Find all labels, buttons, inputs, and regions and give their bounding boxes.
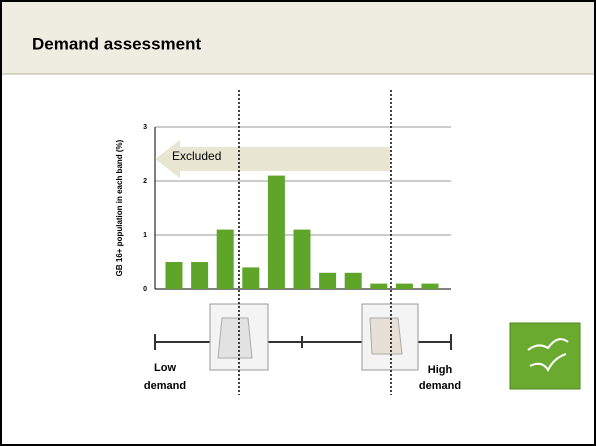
icon-glyph: [527, 338, 569, 373]
excluded-label: Excluded: [172, 149, 221, 163]
bar: [191, 262, 209, 289]
icon-box: [509, 322, 581, 390]
header-band: [2, 2, 594, 74]
bar: [242, 267, 260, 289]
high-demand-label: demand: [419, 380, 461, 392]
kettle-shape: [369, 317, 403, 355]
bar: [267, 175, 285, 289]
bar: [319, 272, 337, 289]
kettle-shape: [217, 317, 253, 359]
low-demand-label: demand: [144, 380, 186, 392]
bar: [395, 283, 413, 289]
bar: [421, 283, 439, 289]
bar: [216, 229, 234, 289]
y-axis-label: GB 16+ population in each band (%): [115, 139, 124, 276]
excluded-arrow: [155, 140, 390, 178]
y-tick-label: 2: [143, 178, 147, 185]
y-tick-label: 1: [143, 232, 147, 239]
bar: [344, 272, 362, 289]
y-tick-label: 3: [143, 124, 147, 131]
bar: [165, 262, 183, 289]
slide-title: Demand assessment: [32, 34, 201, 53]
low-demand-label: Low: [154, 362, 176, 374]
bar: [370, 283, 388, 289]
high-demand-label: High: [428, 364, 453, 376]
bar: [293, 229, 311, 289]
y-tick-label: 0: [143, 286, 147, 293]
